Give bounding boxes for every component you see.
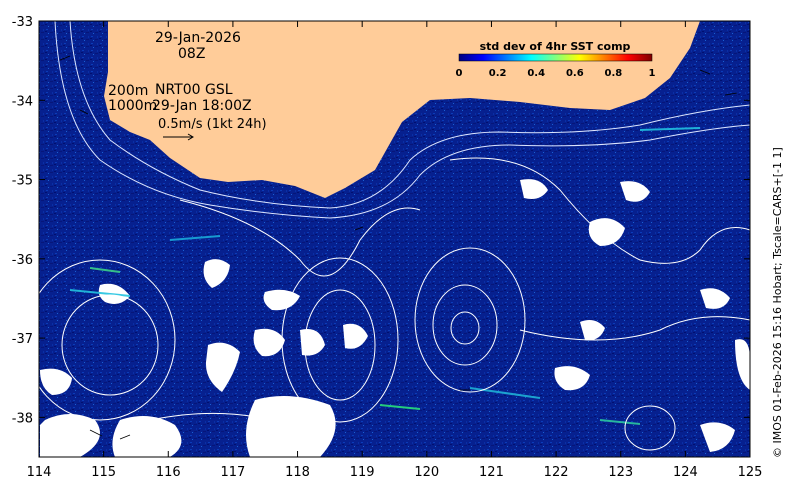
colorbar-tick-label: 0	[456, 68, 463, 79]
x-tick-label: 120	[414, 465, 439, 480]
colorbar-ticks: 0 0.2 0.4 0.6 0.8 1	[456, 68, 656, 79]
x-tick-label: 124	[673, 465, 698, 480]
x-tick-label: 118	[285, 465, 310, 480]
y-tick-label: -38	[12, 411, 33, 426]
x-tick-label: 116	[156, 465, 181, 480]
colorbar-tick-label: 1	[649, 68, 656, 79]
bathymetry-contours	[54, 21, 750, 219]
contour-label-1000m: 1000m	[108, 98, 157, 114]
y-tick-label: -34	[12, 94, 33, 109]
y-tick-label: -35	[12, 174, 33, 189]
x-tick-label: 117	[220, 465, 245, 480]
plot-frame	[38, 20, 751, 458]
colorbar-tick-label: 0.4	[527, 68, 545, 79]
y-tick-label: -36	[12, 253, 33, 268]
vector-scale-arrow	[163, 133, 194, 141]
contour-label-200m: 200m	[108, 83, 148, 99]
credit-label: © IMOS 01-Feb-2026 15:16 Hobart; Tscale=…	[771, 147, 784, 458]
sea-level-contours	[39, 157, 750, 451]
cloud-gaps	[40, 179, 750, 457]
land-mass	[104, 21, 700, 198]
y-tick-label: -33	[12, 15, 33, 30]
x-axis: 114 115 116 117 118 119 120 121 122 123 124 125	[27, 21, 763, 480]
colorbar-tick-label: 0.2	[489, 68, 507, 79]
x-tick-label: 114	[27, 465, 52, 480]
colorbar: std dev of 4hr SST comp 0 0.2 0.4 0.6 0.8 1	[456, 40, 656, 79]
x-tick-label: 121	[479, 465, 504, 480]
x-tick-label: 115	[91, 465, 116, 480]
colorbar-gradient	[458, 53, 653, 62]
vector-scale-label: 0.5m/s (1kt 24h)	[158, 117, 267, 132]
y-axis: -33 -34 -35 -36 -37 -38	[12, 15, 750, 426]
colorbar-tick-label: 0.8	[605, 68, 623, 79]
source-time-label: 29-Jan 18:00Z	[152, 98, 252, 114]
x-tick-label: 119	[350, 465, 375, 480]
y-tick-label: -37	[12, 332, 33, 347]
map-time-label: 08Z	[178, 46, 205, 62]
x-tick-label: 125	[738, 465, 763, 480]
current-vectors	[59, 55, 738, 440]
plot-area	[39, 21, 750, 457]
colorbar-tick-label: 0.6	[566, 68, 584, 79]
source-label: NRT00 GSL	[155, 82, 233, 98]
x-tick-label: 123	[608, 465, 633, 480]
map-date-label: 29-Jan-2026	[155, 30, 241, 46]
x-tick-label: 122	[544, 465, 569, 480]
colorbar-title: std dev of 4hr SST comp	[480, 40, 631, 53]
sst-streaks	[69, 127, 701, 425]
